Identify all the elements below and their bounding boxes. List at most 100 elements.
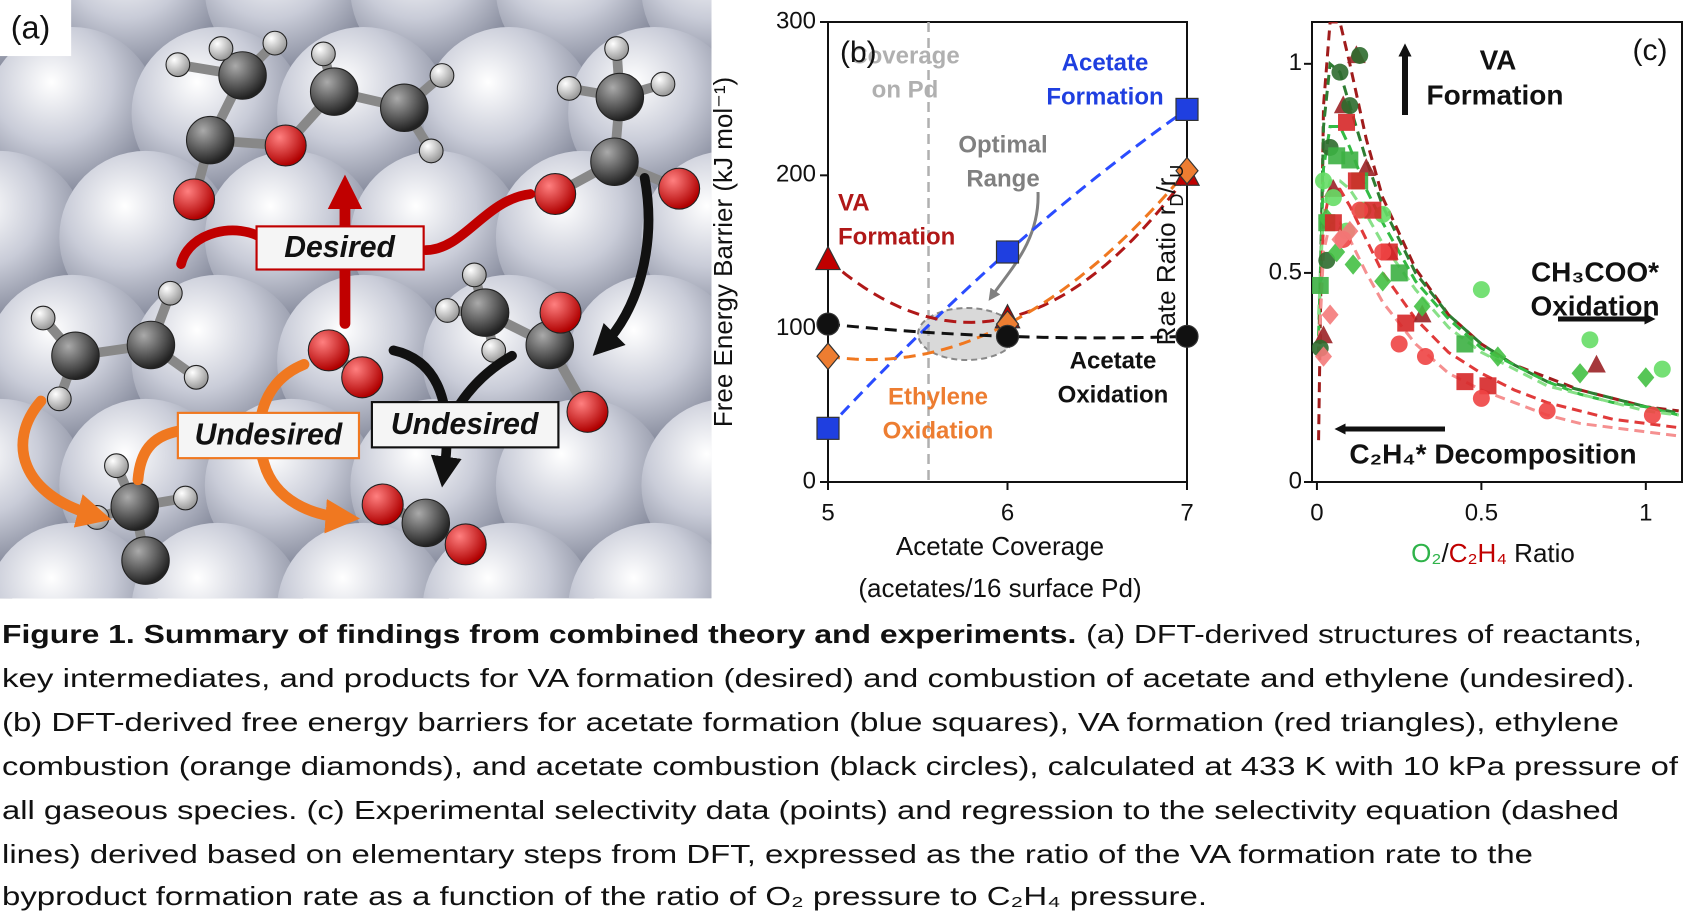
atom bbox=[418, 138, 444, 164]
label-background bbox=[0, 0, 72, 57]
data-point bbox=[1538, 402, 1556, 420]
atom bbox=[566, 390, 609, 433]
fit-curve bbox=[1317, 60, 1679, 415]
data-point bbox=[1374, 271, 1392, 292]
undesired-arrow bbox=[132, 425, 184, 486]
data-point bbox=[1175, 156, 1199, 185]
atom bbox=[658, 167, 701, 210]
data-point bbox=[1472, 281, 1490, 299]
atom bbox=[361, 483, 404, 526]
label-box bbox=[176, 411, 361, 460]
caption-line: Figure 1. Summary of findings from combi… bbox=[2, 619, 1642, 649]
atom bbox=[262, 30, 288, 56]
undesired-arrow bbox=[388, 345, 462, 488]
atom bbox=[461, 262, 487, 288]
y-axis-label-part: U bbox=[1167, 165, 1187, 178]
data-point bbox=[1351, 46, 1369, 64]
y-tick-label: 100 bbox=[776, 314, 816, 341]
annotation: Acetate bbox=[1062, 49, 1149, 76]
data-point bbox=[1643, 406, 1661, 424]
atom bbox=[401, 498, 451, 548]
atom bbox=[341, 356, 384, 399]
atom bbox=[539, 291, 582, 334]
data-point bbox=[1416, 348, 1434, 366]
data-point bbox=[816, 416, 840, 440]
atom bbox=[121, 536, 170, 585]
y-axis-label-part: D bbox=[1167, 194, 1187, 207]
panel-b: 0 100 200 300 5 6 7 Free Energy Barrier (kJ mol… bbox=[708, 7, 1201, 603]
data-point bbox=[1571, 363, 1589, 384]
annotation: Formation bbox=[1046, 83, 1163, 110]
fit-curve bbox=[1317, 125, 1680, 417]
atom bbox=[46, 386, 72, 412]
data-point bbox=[1338, 113, 1356, 131]
atom bbox=[460, 288, 510, 337]
data-point bbox=[1347, 172, 1365, 190]
reaction-arrows bbox=[17, 173, 654, 534]
data-point bbox=[1581, 331, 1599, 349]
desired-label: Desired bbox=[284, 231, 395, 264]
atom bbox=[173, 178, 216, 221]
annotation: Oxidation bbox=[883, 417, 994, 444]
pd-atom bbox=[714, 275, 886, 447]
annotation: VA bbox=[1480, 44, 1517, 75]
data-point bbox=[995, 324, 1020, 348]
undesired-arrow bbox=[254, 358, 361, 534]
atom bbox=[595, 72, 645, 122]
y-tick-label: 0 bbox=[803, 467, 816, 494]
optimal-arrow bbox=[988, 191, 1040, 301]
data-point bbox=[1374, 243, 1392, 261]
caption-line: byproduct formation rate as a function o… bbox=[2, 881, 1207, 911]
data-point bbox=[1318, 251, 1336, 269]
y-tick-label: 0.5 bbox=[1269, 258, 1302, 285]
atom bbox=[157, 280, 183, 306]
caption: Figure 1. Summary of findings from combi… bbox=[2, 619, 1679, 911]
atom bbox=[556, 75, 582, 101]
pd-atom bbox=[0, 522, 158, 599]
data-point bbox=[1637, 367, 1655, 388]
data-point bbox=[1341, 97, 1359, 115]
data-point bbox=[1328, 147, 1346, 165]
annotation: Acetate bbox=[1070, 347, 1157, 374]
atom bbox=[183, 364, 209, 390]
annotation: Range bbox=[966, 165, 1039, 192]
panel-label: (a) bbox=[11, 10, 51, 46]
atom bbox=[444, 523, 487, 566]
undesired-label: Undesired bbox=[391, 408, 539, 441]
x-tick-label: 0 bbox=[1310, 499, 1323, 526]
label-box bbox=[255, 225, 425, 271]
data-point bbox=[1653, 360, 1671, 378]
data-point bbox=[814, 245, 842, 271]
caption-title: Figure 1. Summary of findings from combi… bbox=[2, 619, 1076, 649]
atom bbox=[104, 453, 129, 479]
caption-line: all gaseous species. (c) Experimental se… bbox=[2, 795, 1619, 825]
x-tick-label: 7 bbox=[1180, 499, 1193, 526]
atom bbox=[110, 482, 160, 531]
label-box bbox=[370, 401, 560, 449]
annotation: VA bbox=[838, 189, 870, 216]
data-point bbox=[1331, 63, 1349, 81]
data-point bbox=[1489, 346, 1507, 367]
atom bbox=[30, 305, 56, 331]
data-point bbox=[995, 240, 1020, 264]
data-point bbox=[1324, 214, 1342, 232]
fit-curve bbox=[828, 169, 1187, 362]
fit-curve bbox=[1317, 187, 1679, 430]
atom bbox=[173, 485, 198, 511]
caption-line: combustion (orange diamonds), and acetat… bbox=[2, 751, 1679, 781]
y-tick-label: 200 bbox=[776, 161, 816, 188]
atom bbox=[534, 173, 577, 216]
data-point bbox=[1456, 373, 1474, 391]
atom bbox=[429, 63, 455, 88]
y-tick-label: 300 bbox=[776, 7, 816, 34]
data-point bbox=[1587, 354, 1606, 373]
x-tick-label: 6 bbox=[1001, 499, 1014, 526]
y-axis-label-part: Rate Ratio r bbox=[1151, 206, 1181, 345]
annotation: C₂H₄* Decomposition bbox=[1349, 438, 1636, 469]
annotation: on Pd bbox=[872, 76, 939, 103]
data-point bbox=[1314, 325, 1333, 344]
atom bbox=[51, 331, 100, 380]
data-point bbox=[1341, 220, 1359, 242]
x-axis-label-part: C₂H₄ bbox=[1449, 538, 1507, 568]
